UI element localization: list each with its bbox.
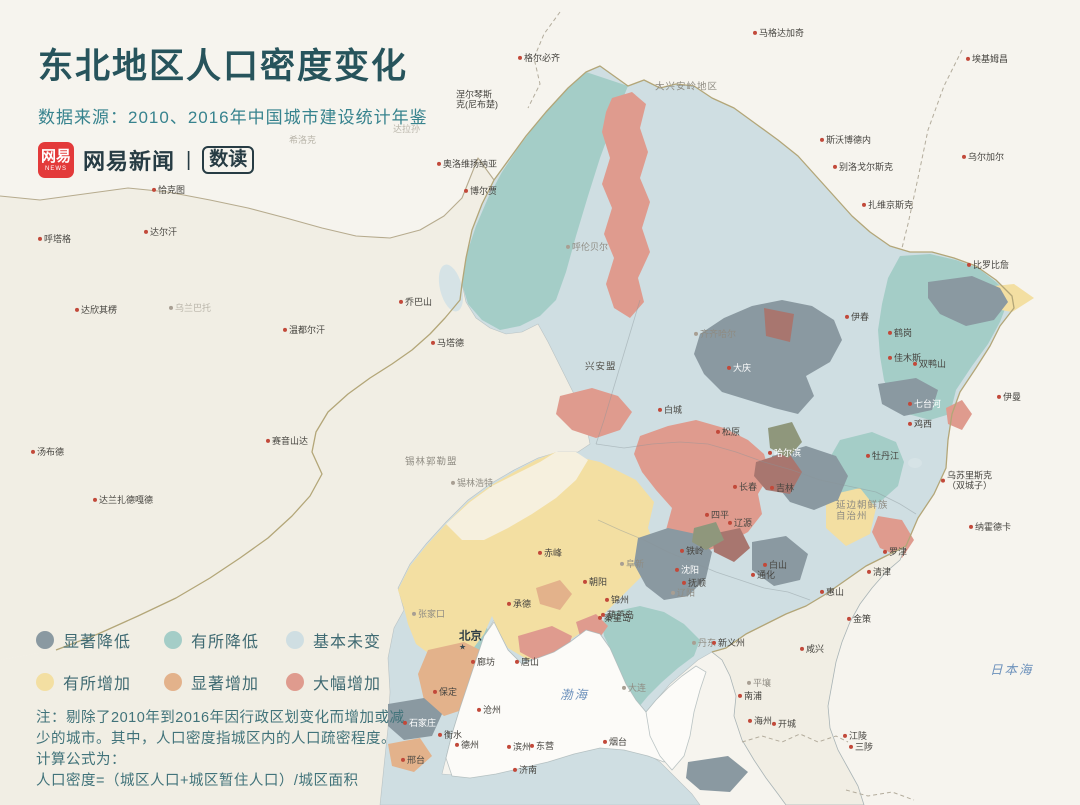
bohai-sea xyxy=(445,621,669,779)
patch-gray-shenyang xyxy=(634,528,712,600)
footnote-line: 计算公式为： xyxy=(36,752,126,768)
patch-teal-mudanjiang xyxy=(832,432,904,506)
province-border-3 xyxy=(597,519,811,601)
brand: 网易 NEWS 网易新闻 | 数读 xyxy=(38,142,428,178)
patch-yellow-xilingol xyxy=(398,452,658,660)
legend-item: 显著降低 xyxy=(36,628,164,652)
patch-gray-hegang xyxy=(928,276,1008,326)
brand-section-badge: 数读 xyxy=(202,146,255,174)
hulun-lake xyxy=(438,264,464,312)
russia-internal-border-2 xyxy=(901,49,963,249)
footnote: 注：剔除了2010年到2016年因行政区划变化而增加或减 少的城市。其中，人口密度… xyxy=(36,708,405,792)
header: 东北地区人口密度变化 数据来源：2010、2016年中国城市建设统计年鉴 网易 … xyxy=(38,38,428,178)
patch-teal-hulunbuir xyxy=(462,72,628,330)
mongolia-region xyxy=(0,158,494,660)
patch-gray-qitaihe xyxy=(878,378,938,416)
footnote-line: 人口密度=（城区人口+城区暂住人口）/城区面积 xyxy=(36,773,359,789)
patch-olive-jiutai xyxy=(768,422,802,458)
khanka-lake xyxy=(908,458,922,468)
china-national-border xyxy=(55,65,1015,653)
legend-item: 有所降低 xyxy=(164,628,286,652)
patch-maroon-wuchang xyxy=(754,452,802,494)
patch-orange-xingtai xyxy=(388,738,432,772)
legend-swatch xyxy=(36,673,54,691)
legend-label: 大幅增加 xyxy=(313,676,382,693)
patch-cream-xilinhot xyxy=(446,452,588,540)
legend-label: 有所增加 xyxy=(63,676,132,693)
footnote-line: 少的城市。其中，人口密度指城区内的人口疏密程度。 xyxy=(36,731,396,747)
patch-gray-baishan xyxy=(752,536,808,586)
legend-swatch xyxy=(36,631,54,649)
legend-item: 显著增加 xyxy=(164,670,286,694)
patch-maroon-yichunW xyxy=(764,308,794,342)
patch-red-nenjiang xyxy=(556,388,632,438)
china-nodata-belt xyxy=(0,290,590,805)
patch-red-hulin xyxy=(946,400,972,430)
patch-teal-liaodong xyxy=(602,606,700,708)
legend-label: 基本未变 xyxy=(313,634,382,651)
legend-swatch xyxy=(286,631,304,649)
legend-label: 显著增加 xyxy=(191,676,260,693)
patch-gray-shijiazhuang xyxy=(388,698,442,740)
legend-item: 有所增加 xyxy=(36,670,164,694)
patch-yellow-yanbian xyxy=(826,488,876,546)
legend-label: 显著降低 xyxy=(63,634,132,651)
netease-logo-icon: 网易 NEWS xyxy=(38,142,74,178)
legend-swatch xyxy=(164,673,182,691)
patch-gray-suihua xyxy=(694,300,842,414)
legend-item: 大幅增加 xyxy=(286,670,406,694)
patch-red-jilin xyxy=(634,420,770,552)
patch-olive-liaoyuanS xyxy=(692,522,724,550)
data-source: 数据来源：2010、2016年中国城市建设统计年鉴 xyxy=(38,108,428,127)
patch-red-heihe xyxy=(602,92,650,318)
patch-gray-weihai xyxy=(686,756,748,792)
patch-orange-chifengS xyxy=(536,580,572,610)
legend-label: 有所降低 xyxy=(191,634,260,651)
province-border-2 xyxy=(595,441,917,515)
brand-name: 网易新闻 xyxy=(83,149,176,174)
logo-subtext: NEWS xyxy=(45,165,67,172)
legend-swatch xyxy=(286,673,304,691)
legend-item: 基本未变 xyxy=(286,628,406,652)
korea-dmz xyxy=(741,733,849,743)
province-border-1 xyxy=(595,299,641,445)
russia-internal-border-1 xyxy=(527,11,561,109)
footnote-line: 注：剔除了2010年到2016年因行政区划变化而增加或减 xyxy=(36,710,405,726)
logo-text: 网易 xyxy=(40,147,71,165)
page-title: 东北地区人口密度变化 xyxy=(38,47,409,86)
japan-coast-hint xyxy=(845,789,915,801)
yellow-sea xyxy=(645,665,707,771)
legend-swatch xyxy=(164,631,182,649)
legend: 显著降低 有所降低 基本未变有所增加 显著增加 大幅增加 xyxy=(36,628,406,694)
brand-divider: | xyxy=(186,148,192,171)
